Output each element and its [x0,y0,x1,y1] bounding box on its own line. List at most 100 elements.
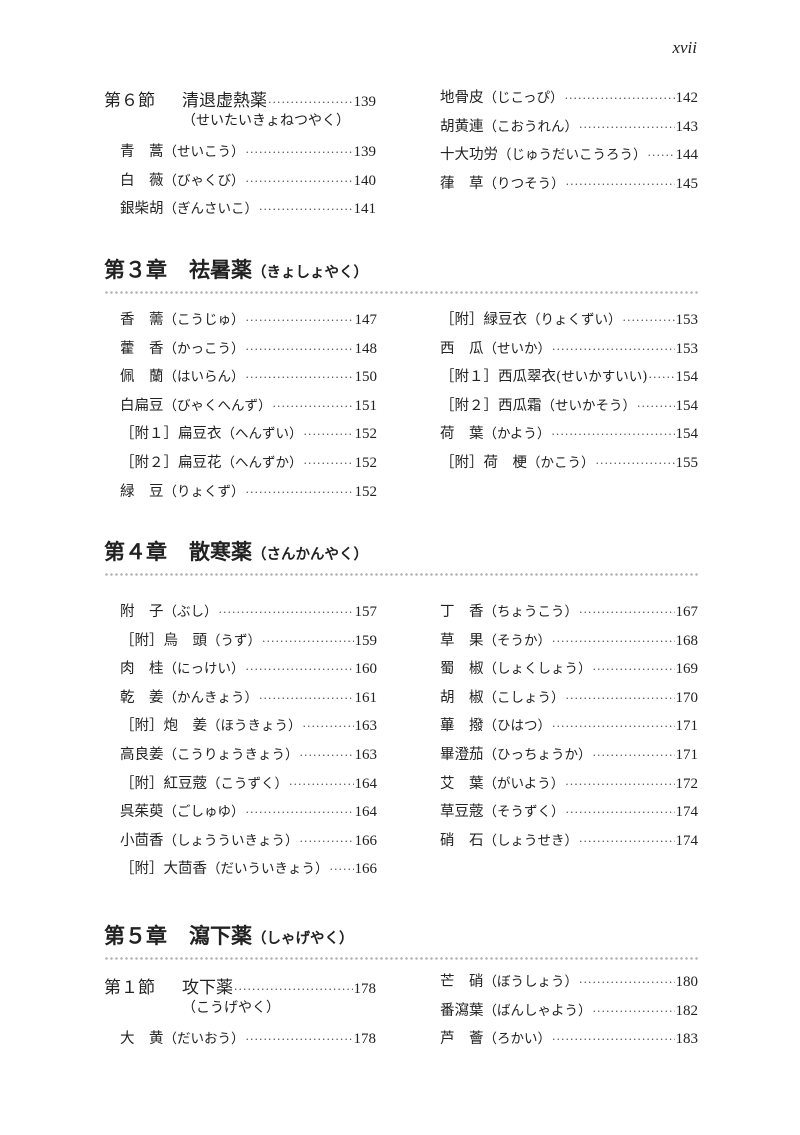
entry-name: 胡黄連 [440,118,484,135]
toc-entry[interactable]: 緑 豆（りょくず） 152 [120,480,377,509]
entry-name: ［附］紅豆蔲 [120,775,207,792]
toc-entry[interactable]: ［附］炮 姜（ほうきょう） 163 [120,714,377,743]
leader-dots [246,663,354,676]
entry-name: 高良姜 [120,746,164,763]
page-ref: 163 [354,746,378,763]
page-ref: 169 [675,661,699,678]
toc-entry[interactable]: 小茴香（しょうういきょう） 166 [120,829,377,858]
entry-reading: （はいらん） [163,369,245,386]
section-label: 第６節 [104,91,155,111]
toc-entry[interactable]: 白 薇（びゃくび） 140 [120,169,376,198]
leader-dots [552,635,675,648]
entry-name: 蓽 撥 [440,718,484,735]
section-reading: （せいたいきょねつやく） [182,113,350,129]
page-ref: 171 [675,718,699,735]
entry-name: 荷 葉 [440,426,484,443]
toc-entry[interactable]: 乾 姜（かんきょう） 161 [120,686,377,715]
toc-entry[interactable]: 佩 蘭（はいらん） 150 [120,365,377,394]
entry-reading: （ひはつ） [483,718,552,735]
section-heading[interactable]: 第６節 清退虚熱薬 139 [104,86,377,111]
toc-entry[interactable]: 荷 葉（かよう） 154 [440,422,698,451]
toc-entry[interactable]: ［附］紅豆蔲（こうずく） 164 [120,772,377,801]
toc-entry[interactable]: ［附］烏 頭（うず） 159 [120,629,377,658]
chapter-title[interactable]: 第５章 瀉下薬（しゃげやく） [104,922,698,950]
chapter-4-left: 附 子（ぶし） 157 ［附］烏 頭（うず） 159 肉 桂（にっけい） 160 乾 姜（か… [120,600,377,886]
entry-reading: （しょうせき） [483,832,579,849]
entry-name: ［附］荷 梗 [440,454,527,471]
section-heading[interactable]: 第１節 攻下薬 178 [104,973,376,998]
leader-dots [551,428,674,441]
entry-reading: （ひっちょうか） [483,746,592,763]
toc-entry[interactable]: ［附２］扁豆花（へんずか） 152 [120,451,377,480]
page-ref: 139 [353,94,377,110]
toc-entry[interactable]: 藿 香（かっこう） 148 [120,337,377,366]
toc-entry[interactable]: 十大功労（じゅうだいこうろう） 144 [440,143,698,172]
toc-entry[interactable]: 地骨皮（じこっぴ） 142 [440,86,698,115]
toc-entry[interactable]: 丁 香（ちょうこう） 167 [440,600,698,629]
page-ref: 174 [675,832,699,849]
page-ref: 168 [675,632,699,649]
toc-entry[interactable]: 肉 桂（にっけい） 160 [120,657,377,686]
entry-name: 芦 薈 [440,1031,484,1048]
entry-name: 緑 豆 [120,483,164,500]
toc-list: 大 黄（だいおう） 178 [104,1027,376,1056]
leader-dots [304,428,354,441]
entry-name: 呉茱萸 [120,804,164,821]
toc-entry[interactable]: 草 果（そうか） 168 [440,629,698,658]
entry-reading: （しょくしょう） [483,661,592,678]
toc-entry[interactable]: 硝 石（しょうせき） 174 [440,829,698,858]
leader-dots [552,1033,675,1046]
toc-entry[interactable]: 胡 椒（こしょう） 170 [440,686,698,715]
toc-entry[interactable]: ［附２］西瓜霜（せいかそう） 154 [440,394,698,423]
leader-dots [246,806,354,819]
toc-entry[interactable]: 青 蒿（せいこう） 139 [120,140,376,169]
page-ref: 152 [354,483,378,500]
toc-entry[interactable]: ［附］緑豆衣（りょくずい） 153 [440,308,698,337]
toc-entry[interactable]: 大 黄（だいおう） 178 [120,1027,376,1056]
entry-reading: （ぶし） [163,604,218,620]
toc-list: ［附］緑豆衣（りょくずい） 153 西 瓜（せいか） 153 ［附１］西瓜翠衣(せいかす… [440,308,698,480]
toc-entry[interactable]: 銀柴胡（ぎんさいこ） 141 [120,197,376,226]
toc-entry[interactable]: 草豆蔲（そうずく） 174 [440,800,698,829]
entry-reading: （にっけい） [163,661,245,678]
toc-entry[interactable]: 胡黄連（こおうれん） 143 [440,115,698,144]
leader-dots [637,400,675,413]
chapter-5-right: 芒 硝（ぼうしょう） 180 番瀉葉（ばんしゃよう） 182 芦 薈（ろかい） 183 [440,970,698,1056]
chapter-title[interactable]: 第４章 散寒薬（さんかんやく） [104,538,698,566]
dotted-divider [104,291,698,294]
toc-entry[interactable]: 芒 硝（ぼうしょう） 180 [440,970,698,999]
toc-entry[interactable]: 芦 薈（ろかい） 183 [440,1027,698,1056]
toc-entry[interactable]: 白扁豆（びゃくへんず） 151 [120,394,377,423]
entry-name: 葎 草 [440,175,484,192]
toc-entry[interactable]: ［附］荷 梗（かこう） 155 [440,451,698,480]
entry-reading: （りょくずい） [527,312,622,328]
toc-entry[interactable]: 蓽 撥（ひはつ） 171 [440,714,698,743]
page-ref: 153 [675,340,699,357]
toc-entry[interactable]: 高良姜（こうりょうきょう） 163 [120,743,377,772]
toc-entry[interactable]: 蜀 椒（しょくしょう） 169 [440,657,698,686]
toc-entry[interactable]: 附 子（ぶし） 157 [120,600,377,629]
page-ref: 141 [353,201,377,218]
entry-name: ［附２］扁豆花 [120,454,222,471]
toc-entry[interactable]: 番瀉葉（ばんしゃよう） 182 [440,999,698,1028]
toc-list: 芒 硝（ぼうしょう） 180 番瀉葉（ばんしゃよう） 182 芦 薈（ろかい） 183 [440,970,698,1056]
section-label: 第１節 [104,978,155,998]
page-ref: 153 [675,312,699,328]
toc-entry[interactable]: ［附１］扁豆衣（へんずい） 152 [120,422,377,451]
chapter-title[interactable]: 第３章 祛暑薬（きょしょやく） [104,256,698,284]
toc-entry[interactable]: 艾 葉（がいよう） 172 [440,772,698,801]
toc-entry[interactable]: 呉茱萸（ごしゅゆ） 164 [120,800,377,829]
toc-entry[interactable]: ［附１］西瓜翠衣(せいかすいい) 154 [440,365,698,394]
page-ref: 144 [675,147,699,164]
entry-name: ［附２］西瓜霜 [440,397,542,414]
section-6-left: 第６節 清退虚熱薬 139 （せいたいきょねつやく） 青 蒿（せいこう） 139 白… [104,86,376,226]
chapter-name: 瀉下薬 [189,923,252,948]
toc-entry[interactable]: 香 薷（こうじゅ） 147 [120,308,377,337]
toc-entry[interactable]: 葎 草（りつそう） 145 [440,172,698,201]
leader-dots [566,806,675,819]
toc-list: 青 蒿（せいこう） 139 白 薇（びゃくび） 140 銀柴胡（ぎんさいこ） 141 [104,140,376,226]
toc-entry[interactable]: ［附］大茴香（だいういきょう） 166 [120,857,377,886]
toc-entry[interactable]: 西 瓜（せいか） 153 [440,337,698,366]
toc-list: 丁 香（ちょうこう） 167 草 果（そうか） 168 蜀 椒（しょくしょう） 169 胡 … [440,600,698,857]
toc-entry[interactable]: 畢澄茄（ひっちょうか） 171 [440,743,698,772]
